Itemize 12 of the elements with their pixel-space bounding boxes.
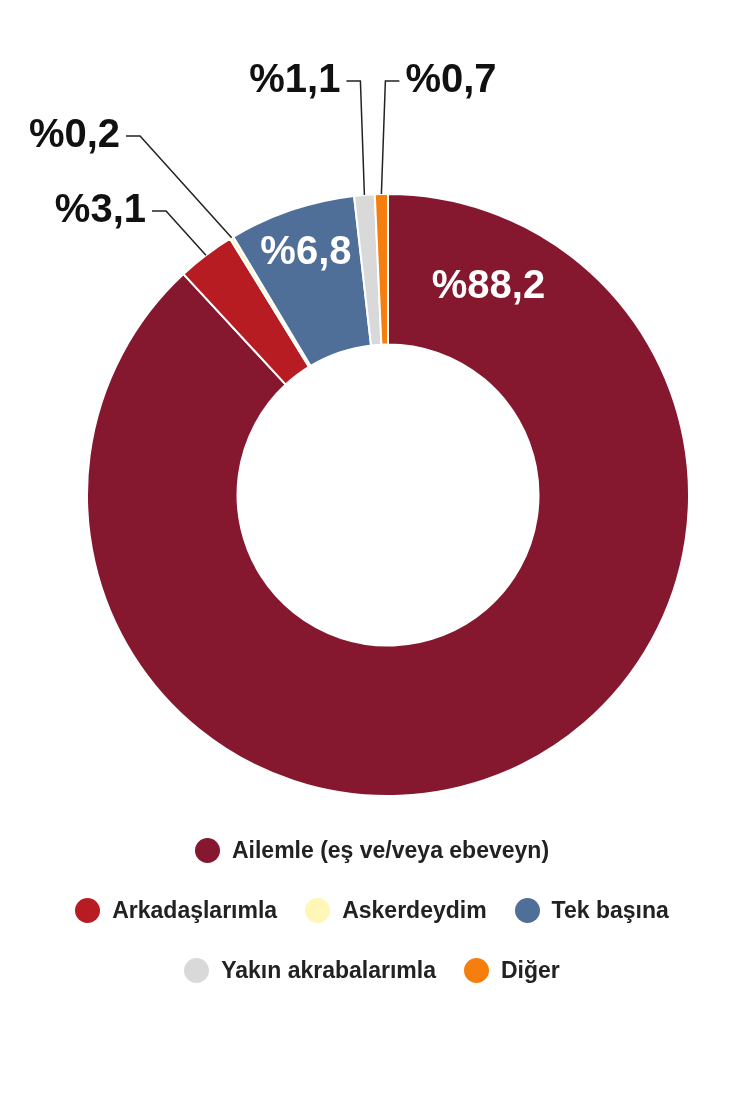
legend-label: Ailemle (eş ve/veya ebeveyn) xyxy=(231,836,550,864)
data-label: %3,1 xyxy=(54,186,147,231)
legend-label: Tek başına xyxy=(551,896,669,924)
legend-label: Askerdeydim xyxy=(342,896,487,924)
data-label: %88,2 xyxy=(431,262,546,307)
data-label: %1,1 xyxy=(249,56,341,101)
legend-label: Arkadaşlarımla xyxy=(112,896,278,924)
legend-label: Yakın akrabalarımla xyxy=(221,956,436,984)
data-label: %6,8 xyxy=(260,227,352,272)
data-label: %0,7 xyxy=(405,56,497,101)
data-label: %0,2 xyxy=(28,111,121,156)
legend-label: Diğer xyxy=(501,956,560,984)
